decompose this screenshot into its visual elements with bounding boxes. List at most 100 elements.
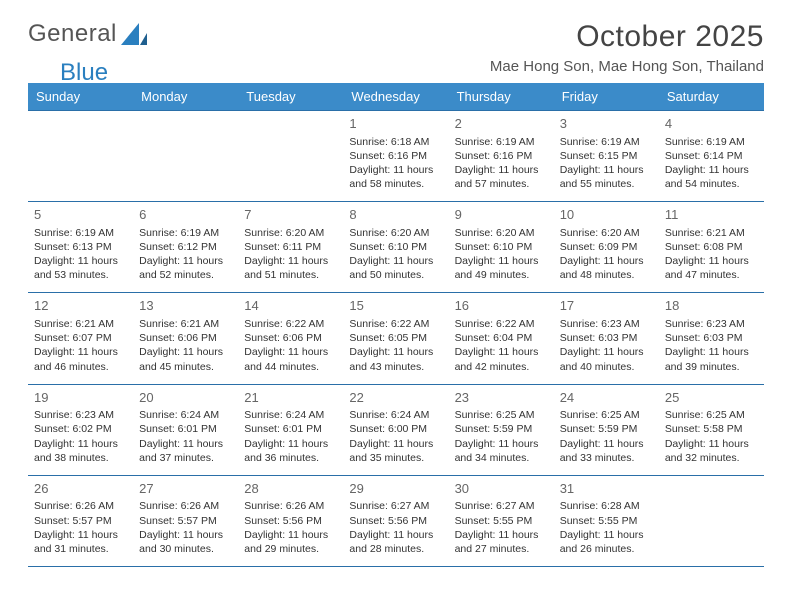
daylight-line: Daylight: 11 hours and 52 minutes.: [139, 254, 232, 282]
sunset-line: Sunset: 6:07 PM: [34, 331, 127, 345]
day-number: 5: [34, 206, 127, 224]
day-number: 6: [139, 206, 232, 224]
sunrise-line: Sunrise: 6:21 AM: [139, 317, 232, 331]
sunset-line: Sunset: 6:01 PM: [244, 422, 337, 436]
daylight-line: Daylight: 11 hours and 32 minutes.: [665, 437, 758, 465]
day-number: 16: [455, 297, 548, 315]
calendar-cell: 5 Sunrise: 6:19 AMSunset: 6:13 PMDaylight…: [28, 202, 133, 293]
calendar-cell: 18Sunrise: 6:23 AMSunset: 6:03 PMDayligh…: [659, 293, 764, 384]
calendar-cell: 3Sunrise: 6:19 AMSunset: 6:15 PMDaylight…: [554, 111, 659, 202]
day-number: 24: [560, 389, 653, 407]
sunset-line: Sunset: 6:10 PM: [455, 240, 548, 254]
day-number: 31: [560, 480, 653, 498]
sunset-line: Sunset: 5:59 PM: [455, 422, 548, 436]
calendar-cell: 9Sunrise: 6:20 AMSunset: 6:10 PMDaylight…: [449, 202, 554, 293]
daylight-line: Daylight: 11 hours and 39 minutes.: [665, 345, 758, 373]
sunset-line: Sunset: 6:15 PM: [560, 149, 653, 163]
calendar-cell: 7Sunrise: 6:20 AMSunset: 6:11 PMDaylight…: [238, 202, 343, 293]
sunset-line: Sunset: 5:56 PM: [244, 514, 337, 528]
day-number: 3: [560, 115, 653, 133]
header: General October 2025 Mae Hong Son, Mae H…: [28, 20, 764, 75]
sunrise-line: Sunrise: 6:24 AM: [349, 408, 442, 422]
sunset-line: Sunset: 6:06 PM: [244, 331, 337, 345]
day-number: 27: [139, 480, 232, 498]
daylight-line: Daylight: 11 hours and 38 minutes.: [34, 437, 127, 465]
day-number: 7: [244, 206, 337, 224]
day-number: 20: [139, 389, 232, 407]
sunrise-line: Sunrise: 6:23 AM: [560, 317, 653, 331]
day-number: 30: [455, 480, 548, 498]
location: Mae Hong Son, Mae Hong Son, Thailand: [490, 58, 764, 75]
sunrise-line: Sunrise: 6:19 AM: [455, 135, 548, 149]
calendar-cell: 21Sunrise: 6:24 AMSunset: 6:01 PMDayligh…: [238, 384, 343, 475]
sunset-line: Sunset: 6:10 PM: [349, 240, 442, 254]
calendar-cell: 27Sunrise: 6:26 AMSunset: 5:57 PMDayligh…: [133, 475, 238, 566]
day-number: 12: [34, 297, 127, 315]
sunset-line: Sunset: 6:16 PM: [349, 149, 442, 163]
daylight-line: Daylight: 11 hours and 44 minutes.: [244, 345, 337, 373]
sunset-line: Sunset: 6:14 PM: [665, 149, 758, 163]
sunrise-line: Sunrise: 6:25 AM: [665, 408, 758, 422]
sunset-line: Sunset: 6:02 PM: [34, 422, 127, 436]
sunset-line: Sunset: 5:56 PM: [349, 514, 442, 528]
day-number: 23: [455, 389, 548, 407]
calendar-row: 5Sunrise: 6:19 AMSunset: 6:13 PMDaylight…: [28, 202, 764, 293]
sunrise-line: Sunrise: 6:25 AM: [455, 408, 548, 422]
daylight-line: Daylight: 11 hours and 33 minutes.: [560, 437, 653, 465]
day-number: 21: [244, 389, 337, 407]
daylight-line: Daylight: 11 hours and 42 minutes.: [455, 345, 548, 373]
calendar-cell: 12Sunrise: 6:21 AMSunset: 6:07 PMDayligh…: [28, 293, 133, 384]
calendar-cell: 14Sunrise: 6:22 AMSunset: 6:06 PMDayligh…: [238, 293, 343, 384]
daylight-line: Daylight: 11 hours and 48 minutes.: [560, 254, 653, 282]
logo-text-general: General: [28, 20, 117, 48]
weekday-header: Friday: [554, 83, 659, 111]
calendar-cell: 2Sunrise: 6:19 AMSunset: 6:16 PMDaylight…: [449, 111, 554, 202]
daylight-line: Daylight: 11 hours and 35 minutes.: [349, 437, 442, 465]
day-number: 11: [665, 206, 758, 224]
daylight-line: Daylight: 11 hours and 51 minutes.: [244, 254, 337, 282]
sunset-line: Sunset: 6:03 PM: [665, 331, 758, 345]
daylight-line: Daylight: 11 hours and 36 minutes.: [244, 437, 337, 465]
day-number: 19: [34, 389, 127, 407]
sunset-line: Sunset: 6:13 PM: [34, 240, 127, 254]
calendar-cell: 24Sunrise: 6:25 AMSunset: 5:59 PMDayligh…: [554, 384, 659, 475]
calendar-cell: 26Sunrise: 6:26 AMSunset: 5:57 PMDayligh…: [28, 475, 133, 566]
sunset-line: Sunset: 5:55 PM: [560, 514, 653, 528]
daylight-line: Daylight: 11 hours and 53 minutes.: [34, 254, 127, 282]
calendar-cell: 13Sunrise: 6:21 AMSunset: 6:06 PMDayligh…: [133, 293, 238, 384]
weekday-header: Thursday: [449, 83, 554, 111]
daylight-line: Daylight: 11 hours and 55 minutes.: [560, 163, 653, 191]
sunrise-line: Sunrise: 6:26 AM: [34, 499, 127, 513]
sunrise-line: Sunrise: 6:22 AM: [244, 317, 337, 331]
calendar-cell: [28, 111, 133, 202]
daylight-line: Daylight: 11 hours and 29 minutes.: [244, 528, 337, 556]
sunrise-line: Sunrise: 6:18 AM: [349, 135, 442, 149]
calendar-cell: 17Sunrise: 6:23 AMSunset: 6:03 PMDayligh…: [554, 293, 659, 384]
day-number: 29: [349, 480, 442, 498]
sunset-line: Sunset: 6:05 PM: [349, 331, 442, 345]
sunrise-line: Sunrise: 6:19 AM: [34, 226, 127, 240]
day-number: 25: [665, 389, 758, 407]
calendar-cell: 15Sunrise: 6:22 AMSunset: 6:05 PMDayligh…: [343, 293, 448, 384]
daylight-line: Daylight: 11 hours and 27 minutes.: [455, 528, 548, 556]
sunset-line: Sunset: 5:57 PM: [34, 514, 127, 528]
calendar-row: 26Sunrise: 6:26 AMSunset: 5:57 PMDayligh…: [28, 475, 764, 566]
daylight-line: Daylight: 11 hours and 37 minutes.: [139, 437, 232, 465]
sunrise-line: Sunrise: 6:24 AM: [139, 408, 232, 422]
logo: General: [28, 20, 149, 48]
day-number: 22: [349, 389, 442, 407]
sunset-line: Sunset: 6:12 PM: [139, 240, 232, 254]
sunset-line: Sunset: 6:04 PM: [455, 331, 548, 345]
day-number: 26: [34, 480, 127, 498]
sunrise-line: Sunrise: 6:25 AM: [560, 408, 653, 422]
sunrise-line: Sunrise: 6:21 AM: [665, 226, 758, 240]
weekday-header: Saturday: [659, 83, 764, 111]
month-title: October 2025: [490, 20, 764, 54]
sunset-line: Sunset: 6:08 PM: [665, 240, 758, 254]
calendar-row: 12 Sunrise: 6:21 AM Sunset: 6:07 PM Dayligh…: [28, 293, 764, 384]
sunrise-line: Sunrise: 6:26 AM: [139, 499, 232, 513]
calendar-cell: 11 Sunrise: 6:21 AMSunset: 6:08 PMDayligh…: [659, 202, 764, 293]
daylight-line: Daylight: 11 hours and 47 minutes.: [665, 254, 758, 282]
calendar-row: 19Sunrise: 6:23 AMSunset: 6:02 PMDayligh…: [28, 384, 764, 475]
calendar-cell: 22Sunrise: 6:24 AMSunset: 6:00 PMDayligh…: [343, 384, 448, 475]
